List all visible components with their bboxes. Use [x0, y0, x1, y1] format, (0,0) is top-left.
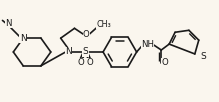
Text: O: O: [87, 58, 94, 67]
Text: O: O: [83, 30, 90, 39]
Text: N: N: [20, 34, 26, 43]
Text: O: O: [162, 58, 169, 67]
Text: NH: NH: [141, 40, 154, 49]
Text: S: S: [201, 52, 207, 61]
Text: S: S: [83, 48, 88, 57]
Text: N: N: [65, 48, 72, 57]
Text: CH₃: CH₃: [97, 20, 111, 29]
Text: O: O: [77, 58, 84, 67]
Text: N: N: [5, 19, 12, 28]
